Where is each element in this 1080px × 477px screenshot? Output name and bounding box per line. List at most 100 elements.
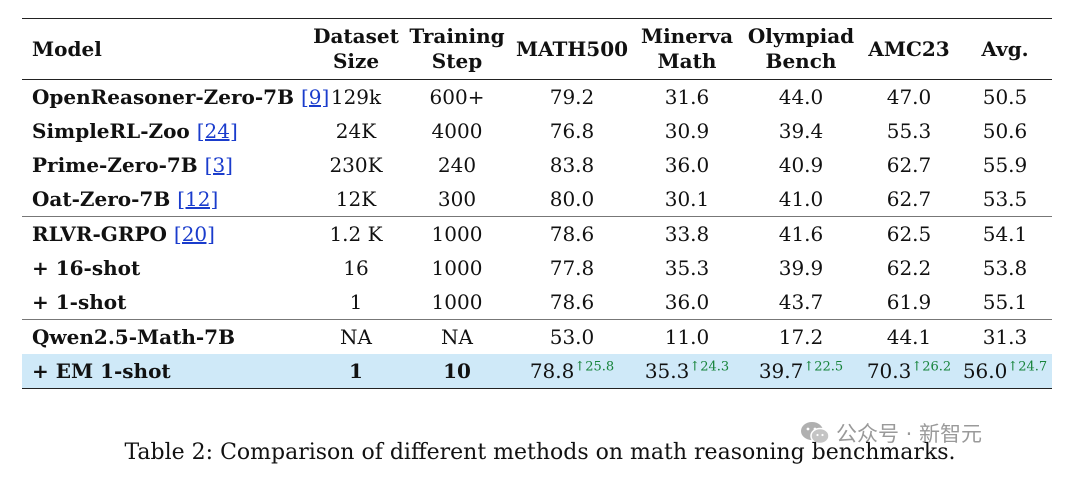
math500-cell: 83.8 xyxy=(549,153,595,177)
training-step-cell: 1000 xyxy=(431,256,483,280)
dataset-size-cell: 1 xyxy=(349,290,363,314)
header-avg: Avg. xyxy=(958,18,1052,80)
training-step-cell: 10 xyxy=(402,354,512,389)
gain-arrow-icon: ↑22.5 xyxy=(803,359,844,375)
dataset-size-cell: NA xyxy=(310,319,402,354)
header-row: Model Dataset Size Training Step MATH500 M… xyxy=(22,18,1052,80)
header-minerva-math: Minerva Math xyxy=(632,18,742,80)
watermark: 公众号 · 新智元 xyxy=(800,418,982,448)
avg-cell: 54.1 xyxy=(958,216,1052,251)
avg-cell: 50.6 xyxy=(982,119,1028,143)
citation-link[interactable]: [12] xyxy=(177,187,219,211)
model-name: SimpleRL-Zoo [24] xyxy=(32,119,238,143)
header-olympiad-bench: Olympiad Bench xyxy=(742,18,860,80)
model-name: OpenReasoner-Zero-7B [9] xyxy=(32,85,330,109)
olympiad-cell: 39.4 xyxy=(778,119,824,143)
minerva-cell: 11.0 xyxy=(632,319,742,354)
olympiad-cell: 39.9 xyxy=(778,256,824,280)
model-name: + 1-shot xyxy=(32,290,127,314)
amc23-cell: 61.9 xyxy=(886,290,932,314)
dataset-size-cell: 1.2 K xyxy=(310,216,402,251)
training-step-cell: 1000 xyxy=(431,290,483,314)
table-row: Oat-Zero-7B [12] 12K 300 80.0 30.1 41.0 … xyxy=(22,182,1052,217)
olympiad-cell: 41.6 xyxy=(742,216,860,251)
math500-cell: 78.8↑25.8 xyxy=(512,354,632,389)
training-step-cell: 600+ xyxy=(429,85,485,109)
table-row: Qwen2.5-Math-7B NA NA 53.0 11.0 17.2 44.… xyxy=(22,319,1052,354)
header-dataset-size: Dataset Size xyxy=(310,18,402,80)
olympiad-cell: 40.9 xyxy=(778,153,824,177)
minerva-cell: 33.8 xyxy=(632,216,742,251)
training-step-cell: 240 xyxy=(437,153,477,177)
watermark-text: 公众号 · 新智元 xyxy=(836,422,983,446)
results-table-container: Model Dataset Size Training Step MATH500 M… xyxy=(22,18,1052,389)
highlight-row: + EM 1-shot 1 10 78.8↑25.8 35.3↑24.3 39.… xyxy=(22,354,1052,389)
header-training-step: Training Step xyxy=(402,18,512,80)
dataset-size-cell: 129k xyxy=(330,85,382,109)
dataset-size-cell: 1 xyxy=(310,354,402,389)
table-row: OpenReasoner-Zero-7B [9] 129k 600+ 79.2 … xyxy=(22,80,1052,115)
olympiad-cell: 43.7 xyxy=(778,290,824,314)
table-row: SimpleRL-Zoo [24] 24K 4000 76.8 30.9 39.… xyxy=(22,114,1052,148)
math500-cell: 78.6 xyxy=(549,290,595,314)
minerva-cell: 36.0 xyxy=(664,290,710,314)
avg-cell: 55.1 xyxy=(982,290,1028,314)
minerva-cell: 30.1 xyxy=(664,187,710,211)
olympiad-cell: 41.0 xyxy=(778,187,824,211)
training-step-cell: 300 xyxy=(437,187,477,211)
amc23-cell: 70.3↑26.2 xyxy=(860,354,958,389)
dataset-size-cell: 230K xyxy=(329,153,383,177)
dataset-size-cell: 12K xyxy=(335,187,377,211)
avg-cell: 56.0↑24.7 xyxy=(958,354,1052,389)
amc23-cell: 62.5 xyxy=(860,216,958,251)
olympiad-cell: 44.0 xyxy=(778,85,824,109)
gain-arrow-icon: ↑26.2 xyxy=(911,359,952,375)
amc23-cell: 47.0 xyxy=(886,85,932,109)
model-name: RLVR-GRPO [20] xyxy=(22,216,310,251)
gain-arrow-icon: ↑24.7 xyxy=(1007,359,1048,375)
model-name: + EM 1-shot xyxy=(22,354,310,389)
training-step-cell: 4000 xyxy=(431,119,483,143)
gain-arrow-icon: ↑24.3 xyxy=(689,359,730,375)
math500-cell: 77.8 xyxy=(549,256,595,280)
model-name: Prime-Zero-7B [3] xyxy=(32,153,233,177)
avg-cell: 53.8 xyxy=(982,256,1028,280)
model-name: + 16-shot xyxy=(32,256,141,280)
dataset-size-cell: 24K xyxy=(335,119,377,143)
avg-cell: 55.9 xyxy=(982,153,1028,177)
olympiad-cell: 17.2 xyxy=(742,319,860,354)
table-row: RLVR-GRPO [20] 1.2 K 1000 78.6 33.8 41.6… xyxy=(22,216,1052,251)
table-row: + 16-shot 16 1000 77.8 35.3 39.9 62.2 53… xyxy=(22,251,1052,285)
math500-cell: 76.8 xyxy=(549,119,595,143)
results-table: Model Dataset Size Training Step MATH500 M… xyxy=(22,18,1052,389)
avg-cell: 53.5 xyxy=(982,187,1028,211)
olympiad-cell: 39.7↑22.5 xyxy=(742,354,860,389)
table-row: Prime-Zero-7B [3] 230K 240 83.8 36.0 40.… xyxy=(22,148,1052,182)
avg-cell: 31.3 xyxy=(958,319,1052,354)
minerva-cell: 36.0 xyxy=(664,153,710,177)
citation-link[interactable]: [20] xyxy=(173,222,215,246)
amc23-cell: 62.2 xyxy=(886,256,932,280)
wechat-icon xyxy=(801,422,830,445)
math500-cell: 53.0 xyxy=(512,319,632,354)
minerva-cell: 35.3 xyxy=(664,256,710,280)
header-math500: MATH500 xyxy=(512,18,632,80)
math500-cell: 79.2 xyxy=(549,85,595,109)
citation-link[interactable]: [3] xyxy=(204,153,233,177)
table-row: + 1-shot 1 1000 78.6 36.0 43.7 61.9 55.1 xyxy=(22,285,1052,320)
model-name: Qwen2.5-Math-7B xyxy=(22,319,310,354)
amc23-cell: 44.1 xyxy=(860,319,958,354)
minerva-cell: 35.3↑24.3 xyxy=(632,354,742,389)
training-step-cell: NA xyxy=(402,319,512,354)
avg-cell: 50.5 xyxy=(982,85,1028,109)
amc23-cell: 62.7 xyxy=(886,153,932,177)
model-name: Oat-Zero-7B [12] xyxy=(32,187,219,211)
amc23-cell: 55.3 xyxy=(886,119,932,143)
header-amc23: AMC23 xyxy=(860,18,958,80)
math500-cell: 78.6 xyxy=(512,216,632,251)
training-step-cell: 1000 xyxy=(402,216,512,251)
citation-link[interactable]: [9] xyxy=(300,85,330,109)
minerva-cell: 31.6 xyxy=(664,85,710,109)
dataset-size-cell: 16 xyxy=(343,256,369,280)
citation-link[interactable]: [24] xyxy=(196,119,238,143)
